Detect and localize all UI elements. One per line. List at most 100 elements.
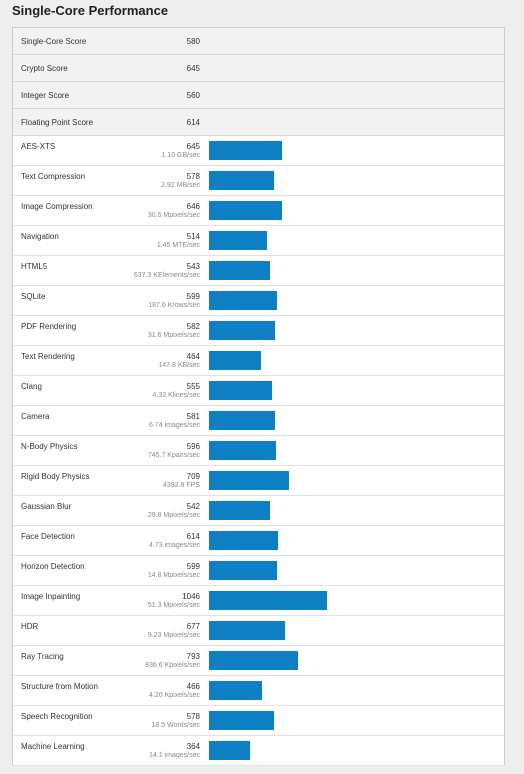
benchmark-bar <box>209 201 282 220</box>
benchmark-rate: 1.45 MTE/sec <box>156 242 200 249</box>
benchmark-score: 555 <box>186 382 200 391</box>
benchmark-bar <box>209 651 298 670</box>
benchmark-rate: 29.8 Mpixels/sec <box>147 512 200 519</box>
benchmark-bar <box>209 441 276 460</box>
benchmark-label: Image Inpainting <box>21 592 81 601</box>
benchmark-rate: 836.6 Kpixels/sec <box>145 662 200 669</box>
benchmark-label: Navigation <box>21 232 59 241</box>
benchmark-score: 578 <box>186 712 200 721</box>
benchmark-bar <box>209 501 270 520</box>
benchmark-score: 1046 <box>182 592 200 601</box>
benchmark-score: 543 <box>186 262 200 271</box>
benchmark-score: 578 <box>186 172 200 181</box>
benchmark-label: AES-XTS <box>21 142 56 151</box>
benchmark-label: Horizon Detection <box>21 562 85 571</box>
benchmark-rate: 637.3 KElements/sec <box>133 272 200 279</box>
benchmark-bar <box>209 561 277 580</box>
benchmark-score: 599 <box>186 292 200 301</box>
benchmark-bar <box>209 291 277 310</box>
benchmark-score: 599 <box>186 562 200 571</box>
benchmark-score: 466 <box>186 682 200 691</box>
benchmark-label: Clang <box>21 382 42 391</box>
benchmark-bar <box>209 621 285 640</box>
benchmark-row: Horizon Detection 599 14.8 Mpixels/sec <box>13 556 504 586</box>
benchmark-rate: 14.8 Mpixels/sec <box>147 572 200 579</box>
benchmark-label: Image Compression <box>21 202 93 211</box>
benchmark-row: Clang 555 4.32 Klines/sec <box>13 376 504 406</box>
benchmark-bar <box>209 171 274 190</box>
benchmark-label: N-Body Physics <box>21 442 78 451</box>
summary-value: 560 <box>186 91 200 100</box>
benchmark-bar <box>209 591 327 610</box>
benchmark-rate: 6.74 images/sec <box>149 422 200 429</box>
benchmark-rate: 31.6 Mpixels/sec <box>147 332 200 339</box>
benchmark-rate: 51.3 Mpixels/sec <box>147 602 200 609</box>
benchmark-row: Text Rendering 464 147.8 KB/sec <box>13 346 504 376</box>
summary-label: Integer Score <box>21 91 70 100</box>
benchmark-list: AES-XTS 645 1.10 GB/sec Text Compression 578… <box>13 136 504 766</box>
benchmark-row: Rigid Body Physics 709 4392.8 FPS <box>13 466 504 496</box>
benchmark-label: Text Rendering <box>21 352 75 361</box>
benchmark-rate: 187.6 Krows/sec <box>148 302 200 309</box>
benchmark-bar <box>209 471 289 490</box>
benchmark-row: Image Compression 646 30.5 Mpixels/sec <box>13 196 504 226</box>
benchmark-score: 614 <box>186 532 200 541</box>
benchmark-score: 581 <box>186 412 200 421</box>
benchmark-rate: 18.5 Words/sec <box>151 722 200 729</box>
benchmark-score: 542 <box>186 502 200 511</box>
summary-row: Crypto Score 645 <box>13 55 504 82</box>
benchmark-score: 646 <box>186 202 200 211</box>
benchmark-row: Gaussian Blur 542 29.8 Mpixels/sec <box>13 496 504 526</box>
benchmark-label: Rigid Body Physics <box>21 472 90 481</box>
benchmark-row: Ray Tracing 793 836.6 Kpixels/sec <box>13 646 504 676</box>
results-table: Single-Core Score 580 Crypto Score 645 I… <box>12 27 505 766</box>
benchmark-label: Gaussian Blur <box>21 502 72 511</box>
summary-label: Floating Point Score <box>21 118 94 127</box>
benchmark-score: 677 <box>186 622 200 631</box>
benchmark-rate: 4.32 Klines/sec <box>152 392 200 399</box>
benchmark-rate: 4392.8 FPS <box>163 482 200 489</box>
benchmark-rate: 1.10 GB/sec <box>161 152 200 159</box>
benchmark-score: 596 <box>186 442 200 451</box>
benchmark-score: 582 <box>186 322 200 331</box>
benchmark-score: 514 <box>186 232 200 241</box>
benchmark-bar <box>209 321 275 340</box>
benchmark-bar <box>209 681 262 700</box>
benchmark-bar <box>209 231 267 250</box>
benchmark-label: Face Detection <box>21 532 75 541</box>
summary-value: 645 <box>186 64 200 73</box>
benchmark-label: Speech Recognition <box>21 712 93 721</box>
benchmark-row: Machine Learning 364 14.1 images/sec <box>13 736 504 766</box>
summary-row: Integer Score 560 <box>13 82 504 109</box>
benchmark-label: Camera <box>21 412 50 421</box>
benchmark-label: Ray Tracing <box>21 652 64 661</box>
benchmark-score: 645 <box>186 142 200 151</box>
benchmark-rate: 30.5 Mpixels/sec <box>147 212 200 219</box>
benchmark-row: PDF Rendering 582 31.6 Mpixels/sec <box>13 316 504 346</box>
benchmark-bar <box>209 741 250 760</box>
benchmark-bar <box>209 711 274 730</box>
summary-label: Crypto Score <box>21 64 68 73</box>
benchmark-rate: 14.1 images/sec <box>149 752 200 759</box>
benchmark-bar <box>209 261 270 280</box>
benchmark-label: Structure from Motion <box>21 682 98 691</box>
benchmark-rate: 4.73 images/sec <box>149 542 200 549</box>
benchmark-row: Camera 581 6.74 images/sec <box>13 406 504 436</box>
benchmark-label: PDF Rendering <box>21 322 77 331</box>
benchmark-score: 793 <box>186 652 200 661</box>
summary-label: Single-Core Score <box>21 37 87 46</box>
page-title: Single-Core Performance <box>12 3 169 18</box>
benchmark-bar <box>209 531 278 550</box>
benchmark-bar <box>209 351 261 370</box>
benchmark-row: Text Compression 578 2.92 MB/sec <box>13 166 504 196</box>
benchmark-score: 709 <box>186 472 200 481</box>
benchmark-bar <box>209 141 282 160</box>
benchmark-row: Image Inpainting 1046 51.3 Mpixels/sec <box>13 586 504 616</box>
benchmark-label: Machine Learning <box>21 742 85 751</box>
benchmark-row: Navigation 514 1.45 MTE/sec <box>13 226 504 256</box>
benchmark-row: SQLite 599 187.6 Krows/sec <box>13 286 504 316</box>
benchmark-rate: 745.7 Kpairs/sec <box>147 452 200 459</box>
benchmark-score: 364 <box>186 742 200 751</box>
benchmark-row: AES-XTS 645 1.10 GB/sec <box>13 136 504 166</box>
summary-row: Floating Point Score 614 <box>13 109 504 136</box>
